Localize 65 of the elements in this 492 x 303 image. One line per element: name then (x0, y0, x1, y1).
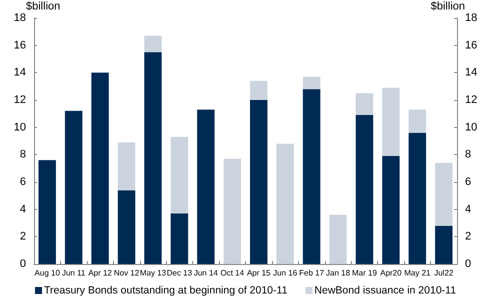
y2-tick-label: 0 (465, 258, 472, 270)
y-tick-label: 12 (14, 94, 26, 106)
y-tick-label: 0 (20, 258, 26, 270)
bar (91, 72, 109, 264)
bar (64, 110, 82, 264)
x-tick-label: May 13 (140, 268, 167, 278)
x-tick-label: Jun 14 (194, 268, 218, 278)
y2-tick-label: 12 (465, 94, 478, 106)
y2-axis-title: $billion (430, 0, 465, 12)
y2-tick-label: 18 (465, 12, 478, 24)
y2-tick-label: 10 (465, 121, 478, 134)
bar (144, 36, 162, 52)
bar (302, 76, 320, 90)
bar (408, 132, 426, 264)
x-tick-label: Feb 17 (299, 268, 325, 278)
y-tick-label: 8 (20, 148, 26, 161)
x-tick-label: Jul22 (434, 268, 454, 278)
x-tick-label: Jan 18 (326, 268, 351, 278)
bar (197, 110, 215, 264)
x-tick-label: Mar 19 (352, 268, 378, 278)
bar (356, 93, 374, 116)
bar (382, 88, 400, 156)
bar (118, 142, 136, 190)
bar (302, 89, 320, 264)
y2-tick-label: 4 (465, 203, 472, 216)
x-tick-label: Dec 13 (166, 268, 193, 278)
legend-label: NewBond issuance in 2010-11 (314, 284, 456, 296)
bar (170, 136, 188, 214)
bar (250, 100, 268, 264)
bar (382, 156, 400, 264)
y-tick-label: 4 (20, 203, 26, 216)
bar (408, 110, 426, 133)
y2-tick-label: 16 (465, 39, 478, 52)
y2-tick-label: 2 (465, 230, 472, 243)
x-tick-label: Jun 16 (273, 268, 298, 278)
x-tick-label: Oct 14 (220, 268, 245, 278)
y2-tick-label: 6 (465, 176, 472, 188)
y-tick-label: 6 (20, 176, 26, 188)
legend-label: Treasury Bonds outstanding at beginning of 2010-11 (44, 284, 288, 296)
x-tick-label: Jun 11 (62, 268, 86, 278)
bar (224, 158, 242, 264)
y2-tick-label: 8 (465, 148, 472, 161)
bar (329, 214, 347, 264)
bar (118, 190, 136, 264)
x-tick-label: Apr20 (380, 268, 402, 278)
y-tick-label: 14 (14, 66, 26, 79)
y-tick-label: 2 (20, 230, 26, 243)
y2-tick-label: 14 (465, 66, 478, 79)
bar (276, 144, 294, 264)
y-axis-title: $billion (26, 0, 60, 12)
bar (38, 160, 56, 264)
y-tick-label: 16 (14, 39, 26, 52)
bar (250, 80, 268, 100)
x-tick-label: May 21 (404, 268, 432, 278)
bar (144, 52, 162, 264)
x-tick-label: Aug 10 (34, 268, 60, 278)
x-tick-label: Apr 12 (88, 268, 112, 278)
bar (356, 115, 374, 264)
x-tick-label: Nov 12 (114, 268, 140, 278)
y-tick-label: 18 (14, 12, 26, 24)
x-tick-label: Apr 15 (246, 268, 272, 278)
bar (435, 226, 453, 264)
y-tick-label: 10 (14, 121, 26, 134)
bar (170, 213, 188, 264)
bar (435, 162, 453, 226)
